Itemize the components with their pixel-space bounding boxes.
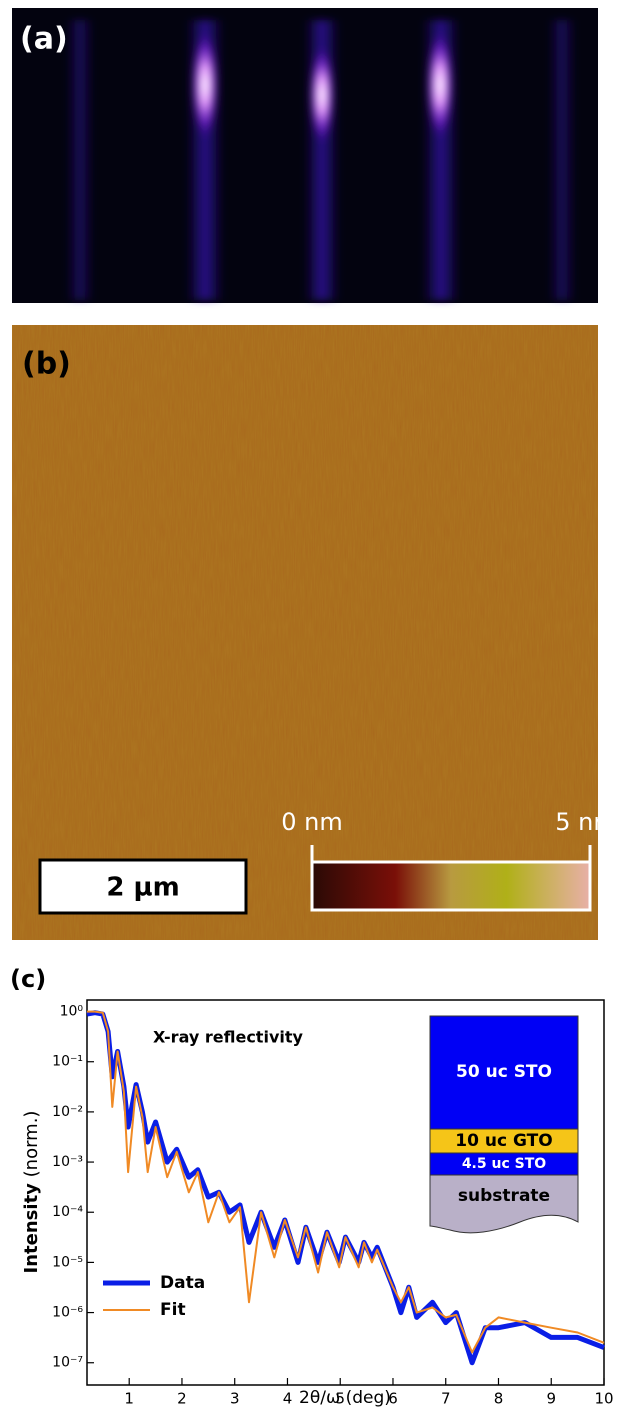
x-tick-label: 8 — [494, 1390, 504, 1408]
layer-label: 4.5 uc STO — [462, 1156, 546, 1172]
y-tick-label: 10⁰ — [60, 1004, 84, 1020]
y-tick-label: 10⁻³ — [52, 1154, 83, 1170]
x-tick-label: 9 — [546, 1390, 556, 1408]
y-tick-label: 10⁻⁵ — [52, 1254, 83, 1270]
y-tick-label: 10⁻¹ — [52, 1054, 83, 1070]
panel-label: (b) — [22, 347, 71, 382]
annotation: X-ray reflectivity — [153, 1028, 304, 1047]
colorbar-label: 0 nm — [281, 808, 343, 836]
y-axis-label: Intensity (norm.) — [21, 1111, 42, 1274]
y-tick-label: 10⁻⁴ — [52, 1204, 83, 1220]
x-tick-label: 1 — [124, 1390, 134, 1408]
x-tick-label: 10 — [594, 1390, 613, 1408]
panel-label: (a) — [20, 22, 68, 57]
x-axis-label: 2θ/ω (deg) — [299, 1388, 391, 1408]
x-tick-label: 3 — [230, 1390, 240, 1408]
y-tick-label: 10⁻⁷ — [52, 1355, 83, 1371]
legend-label: Fit — [160, 1300, 186, 1320]
layer-inset: 50 uc STO 10 uc GTO 4.5 uc STO substrate — [430, 1016, 578, 1233]
layer-label: 10 uc GTO — [455, 1131, 552, 1151]
afm-panel: (b) 2 µm 0 nm 5 nm — [12, 325, 617, 940]
y-tick-label: 10⁻⁶ — [52, 1305, 83, 1321]
layer-label: substrate — [458, 1186, 550, 1206]
x-tick-label: 2 — [177, 1390, 187, 1408]
x-tick-label: 5 — [335, 1390, 345, 1408]
scale-bar-label: 2 µm — [106, 873, 179, 903]
panel-label: (c) — [10, 965, 46, 993]
xrr-chart: (c) X-ray reflectivity 2θ/ω (deg) Intens… — [10, 965, 614, 1408]
layer-label: 50 uc STO — [456, 1062, 552, 1082]
colorbar-label: 5 nm — [555, 808, 617, 836]
rheed-panel: (a) — [12, 8, 598, 303]
x-tick-label: 6 — [388, 1390, 398, 1408]
figure: (a) (b) 2 µm 0 nm 5 nm (c) X-ray reflect… — [0, 0, 631, 1409]
colorbar — [312, 862, 590, 910]
x-tick-label: 7 — [441, 1390, 451, 1408]
afm-texture — [12, 325, 598, 940]
x-tick-label: 4 — [283, 1390, 293, 1408]
y-tick-label: 10⁻² — [52, 1104, 83, 1120]
legend-label: Data — [160, 1273, 205, 1293]
y-axis-label-main: Intensity — [21, 1183, 42, 1274]
y-axis-label-unit: (norm.) — [21, 1111, 42, 1178]
